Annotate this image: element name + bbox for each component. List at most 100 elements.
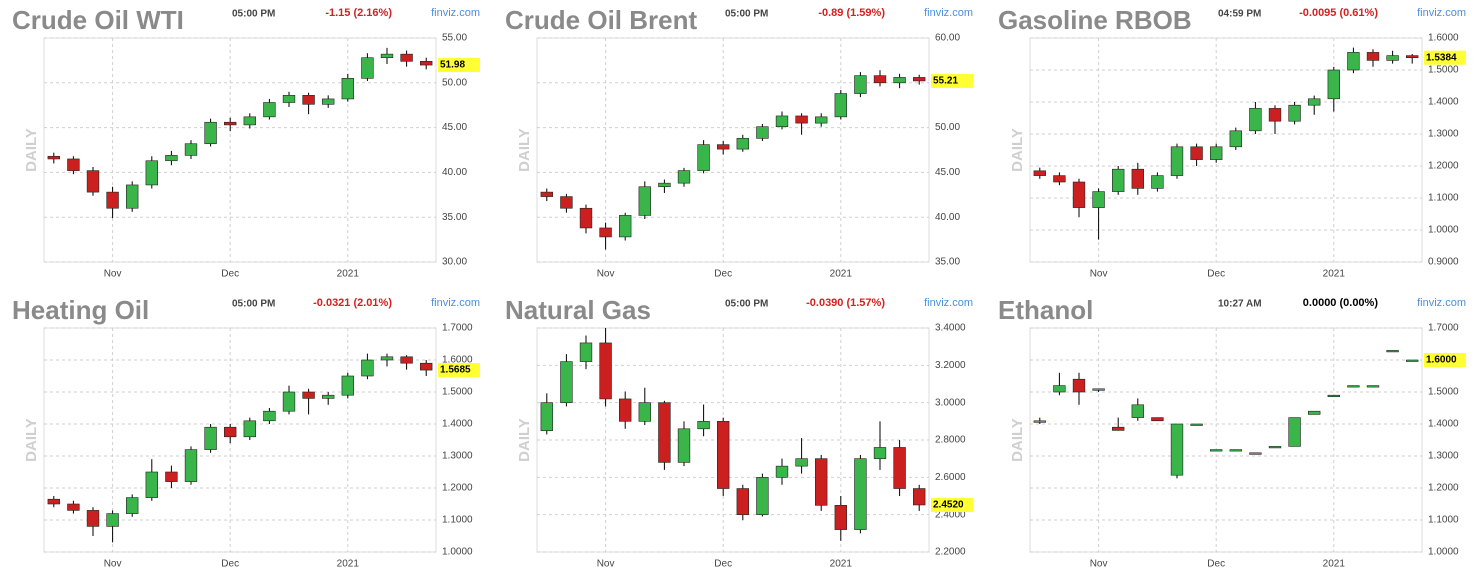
candle-body [420,362,433,371]
candle-body [619,398,632,422]
quote-time: 05:00 PM [232,9,275,20]
candle-body [1190,423,1203,426]
chart-title: Heating Oil [12,295,149,325]
chart-panel: 30.00 35.00 40.00 45.00 50.00 55.00 Nov Dec 2021… [12,5,480,280]
chart-title: Natural Gas [505,295,651,325]
y-tick-label: 1.0000 [1428,547,1459,558]
y-tick-label: 40.00 [935,212,960,223]
chart-panel: 0.9000 1.0000 1.1000 1.2000 1.3000 1.4000 1.50… [998,5,1466,280]
candle-body [204,426,217,450]
last-price-label: 1.5384 [1426,52,1457,63]
candle-body [47,498,60,505]
candle-body [67,158,80,171]
x-tick-label: 2021 [830,269,853,280]
candle-body [400,53,413,62]
candle-body [1210,146,1223,160]
candle-body [677,428,691,463]
candle-body [1112,426,1125,431]
candle-body [736,488,749,515]
quote-change: -0.0095 (0.61%) [1299,7,1378,19]
candle-body [224,121,237,126]
source-link: finviz.com [431,297,480,309]
source-link: finviz.com [1417,7,1466,19]
candle-body [775,115,789,128]
candle-body [658,182,671,188]
y-tick-label: 2.2000 [935,547,966,558]
last-price-box [931,73,973,88]
y-tick-label: 2.4000 [935,509,966,520]
x-tick-label: Dec [714,559,732,570]
candle-body [834,93,847,118]
y-tick-label: 1.1000 [1428,193,1459,204]
y-tick-label: 1.4000 [1428,419,1459,430]
quote-change: -0.0321 (2.01%) [313,297,392,309]
candle-body [1327,69,1340,100]
candle-body [658,402,671,463]
candle-body [795,458,808,467]
y-tick-label: 40.00 [442,167,467,178]
candle-body [717,421,730,489]
candle-body [380,356,394,361]
last-price-label: 51.98 [440,60,465,71]
side-label: DAILY [1009,418,1026,462]
y-tick-label: 50.00 [442,77,467,88]
y-tick-label: 1.3000 [1428,129,1459,140]
candle-body [1386,55,1399,61]
candle-body [204,121,217,145]
y-tick-label: 1.1000 [1428,515,1459,526]
candle-body [1033,420,1046,423]
y-tick-label: 0.9000 [1428,257,1459,268]
y-tick-label: 1.4000 [1428,97,1459,108]
candle-body [815,116,828,124]
y-tick-label: 1.0000 [442,547,473,558]
y-tick-label: 1.5000 [1428,65,1459,76]
candle-body [1288,417,1301,447]
y-tick-label: 1.2000 [1428,483,1459,494]
chart-title: Gasoline RBOB [998,5,1192,35]
y-tick-label: 3.0000 [935,397,966,408]
candle-body [184,143,198,156]
candle-body [106,513,119,527]
candle-body [579,342,593,362]
candle-body [677,170,691,184]
candle-body [86,170,100,193]
candle-body [893,447,906,489]
chart-title: Crude Oil Brent [505,5,697,35]
candle-body [638,186,651,216]
source-link: finviz.com [924,7,973,19]
y-tick-label: 1.4000 [442,419,473,430]
last-price-box [1424,353,1466,367]
candle-body [361,359,374,377]
candle-body [1151,417,1164,422]
candle-body [1308,98,1321,106]
candle-body [1053,175,1066,183]
candle-body [1308,410,1321,415]
candle-body [913,488,926,506]
side-label: DAILY [516,128,533,172]
last-price-label: 2.4520 [933,500,964,511]
x-tick-label: 2021 [337,559,360,570]
candle-body [579,207,593,229]
y-tick-label: 1.6000 [1428,33,1459,44]
candle-body [599,227,612,238]
candle-body [1268,108,1282,122]
quote-time: 05:00 PM [232,299,275,310]
chart-panel: 35.0040.0045.0050.0055.0060.00NovDec2021… [505,5,973,280]
x-tick-label: Nov [1090,269,1108,280]
x-tick-label: Dec [714,269,732,280]
candle-body [1366,385,1380,388]
quote-change: -0.0390 (1.57%) [806,297,885,309]
candle-body [873,447,887,459]
quote-change: -1.15 (2.16%) [325,7,392,19]
quote-time: 10:27 AM [1218,299,1262,310]
candle-body [1072,378,1086,393]
candle-body [775,465,789,478]
x-tick-label: 2021 [1323,559,1346,570]
y-tick-label: 45.00 [935,167,960,178]
y-tick-label: 1.2000 [442,483,473,494]
y-tick-label: 1.3000 [442,451,473,462]
source-link: finviz.com [431,7,480,19]
last-price-box [931,497,973,512]
y-tick-label: 45.00 [442,122,467,133]
x-tick-label: Dec [221,559,239,570]
